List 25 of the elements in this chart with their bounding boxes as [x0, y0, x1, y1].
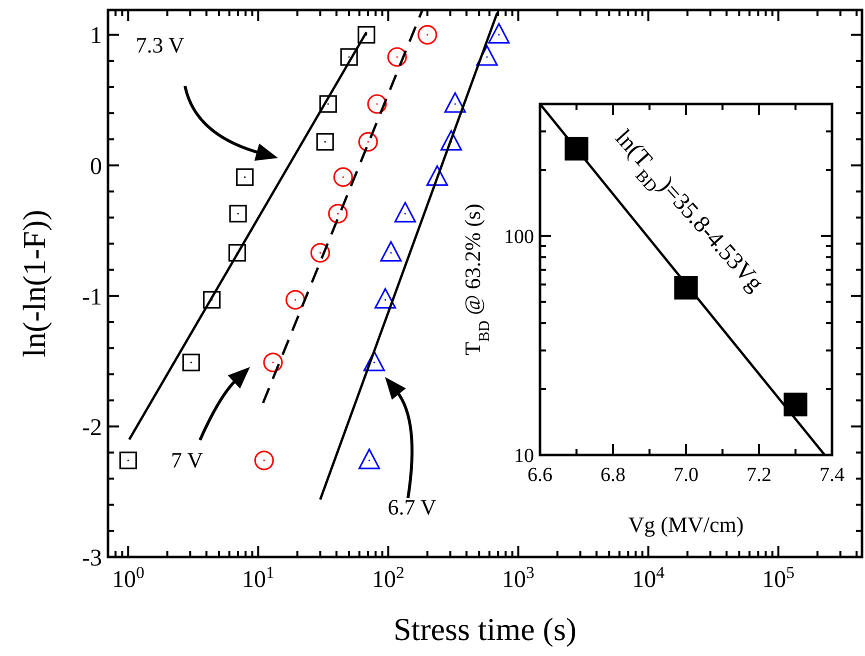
y-tick-label: 0 [90, 154, 102, 180]
annotation: 6.7 V [388, 494, 436, 520]
y-tick-label: -1 [82, 284, 102, 310]
x-tick-label: 7.0 [674, 464, 698, 486]
x-axis-title: Vg (MV/cm) [628, 512, 744, 537]
x-axis-title: Stress time (s) [393, 611, 577, 647]
x-tick-label: 10$^{3}$ [502, 562, 534, 593]
x-tick-label: 10$^{2}$ [372, 562, 404, 593]
point [784, 392, 808, 416]
y-tick-label: 1 [90, 23, 102, 50]
y-tick-label: -2 [82, 414, 102, 441]
x-tick-label: 6.8 [600, 464, 626, 486]
y-axis-title: ln(-ln(1-F)) [16, 210, 52, 358]
x-tick-label: 7.2 [746, 464, 772, 486]
annotation: 7.3 V [136, 32, 184, 58]
x-tick-label: 7.4 [820, 464, 844, 486]
y-tick-label: -3 [82, 545, 102, 572]
y-tick-label: 100 [504, 226, 534, 248]
annotation: 7 V [171, 448, 204, 473]
x-tick-label: 10$^{4}$ [632, 562, 666, 593]
x-tick-label: 10$^{0}$ [112, 562, 144, 593]
x-tick-label: 10$^{1}$ [242, 562, 274, 593]
x-tick-label: 10$^{5}$ [762, 562, 795, 593]
y-tick-label: 10 [514, 445, 534, 467]
x-tick-label: 6.6 [528, 464, 552, 486]
